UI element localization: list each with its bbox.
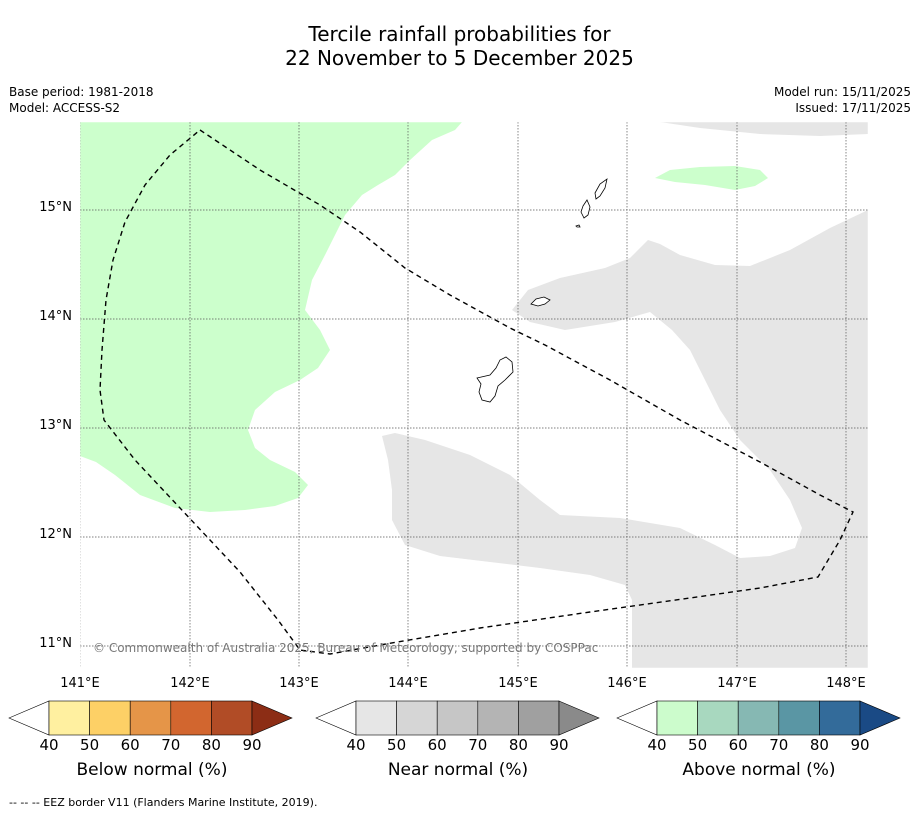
- colorbar-label-below: Below normal (%): [76, 760, 228, 780]
- base-period: Base period: 1981-2018: [9, 85, 154, 99]
- colorbar-extend-low: [315, 700, 357, 736]
- near-normal-region-main: [382, 210, 868, 668]
- lat-label-13n: 13°N: [39, 418, 72, 433]
- guam-island: [476, 356, 514, 403]
- colorbar-tick-label: 90: [549, 736, 569, 754]
- colorbar-segment: [170, 700, 212, 736]
- colorbar-extend-high: [859, 700, 901, 736]
- lat-label-11n: 11°N: [39, 636, 72, 651]
- colorbar-label-near: Near normal (%): [387, 760, 529, 780]
- model-name: Model: ACCESS-S2: [9, 101, 121, 115]
- lon-label-147e: 147°E: [717, 676, 757, 691]
- colorbar-segment: [518, 700, 560, 736]
- lat-label-14n: 14°N: [39, 309, 72, 324]
- colorbar-tick-label: 90: [850, 736, 870, 754]
- colorbar-tick-label: 50: [387, 736, 407, 754]
- colorbar-above-normal: [616, 700, 901, 736]
- lon-label-145e: 145°E: [498, 676, 538, 691]
- lon-label-142e: 142°E: [170, 676, 210, 691]
- colorbar-near-normal: [315, 700, 600, 736]
- colorbar-tick-label: 40: [647, 736, 667, 754]
- colorbar-tick-label: 40: [346, 736, 366, 754]
- lon-label-143e: 143°E: [279, 676, 319, 691]
- meta-left: Base period: 1981-2018 Model: ACCESS-S2: [9, 84, 154, 116]
- colorbar-tick-label: 50: [80, 736, 100, 754]
- colorbar-tick-label: 50: [688, 736, 708, 754]
- colorbar-below-normal: [8, 700, 293, 736]
- map-panel: [79, 121, 869, 669]
- colorbar-tick-label: 60: [427, 736, 447, 754]
- colorbar-extend-low: [616, 700, 658, 736]
- title-line-1: Tercile rainfall probabilities for: [308, 22, 611, 46]
- issued-date: Issued: 17/11/2025: [795, 101, 911, 115]
- chart-title: Tercile rainfall probabilities for 22 No…: [0, 22, 919, 70]
- colorbar-tick-label: 60: [728, 736, 748, 754]
- colorbar-segment: [477, 700, 519, 736]
- lon-label-144e: 144°E: [388, 676, 428, 691]
- colorbar-tick-label: 90: [242, 736, 262, 754]
- lon-label-148e: 148°E: [826, 676, 866, 691]
- colorbar-label-above: Above normal (%): [682, 760, 836, 780]
- copyright-text: © Commonwealth of Australia 2025, Bureau…: [93, 641, 599, 655]
- colorbar-extend-high: [251, 700, 293, 736]
- colorbar-tick-label: 80: [201, 736, 221, 754]
- colorbar-tick-label: 70: [468, 736, 488, 754]
- colorbar-segment: [737, 700, 780, 736]
- map-area: [80, 122, 868, 668]
- lon-label-146e: 146°E: [607, 676, 647, 691]
- colorbar-tick-label: 40: [39, 736, 59, 754]
- colorbar-segment: [697, 700, 739, 736]
- eez-footnote: -- -- -- EEZ border V11 (Flanders Marine…: [9, 796, 318, 809]
- colorbar-segment: [355, 700, 397, 736]
- colorbar-tick-label: 70: [769, 736, 789, 754]
- islands: [476, 178, 608, 403]
- colorbar-segment: [819, 700, 861, 736]
- lat-label-12n: 12°N: [39, 527, 72, 542]
- colorbar-segment: [436, 700, 479, 736]
- colorbars: [8, 700, 901, 736]
- eez-border: [99, 129, 854, 655]
- colorbar-tick-label: 70: [161, 736, 181, 754]
- rota-island: [530, 296, 551, 307]
- colorbar-extend-low: [8, 700, 50, 736]
- colorbar-segment: [656, 700, 698, 736]
- title-line-2: 22 November to 5 December 2025: [285, 46, 634, 70]
- meta-right: Model run: 15/11/2025 Issued: 17/11/2025: [774, 84, 911, 116]
- colorbar-tick-label: 80: [508, 736, 528, 754]
- graticule: [80, 122, 868, 668]
- map-frame: [79, 121, 869, 669]
- tinian-island: [580, 199, 591, 219]
- colorbar-extend-high: [558, 700, 600, 736]
- lon-label-141e: 141°E: [60, 676, 100, 691]
- above-normal-region-northeast: [655, 166, 768, 190]
- near-normal-region-north: [660, 122, 868, 136]
- colorbar-tick-label: 80: [809, 736, 829, 754]
- aguijan-islet: [575, 224, 581, 228]
- colorbar-segment: [48, 700, 90, 736]
- model-run: Model run: 15/11/2025: [773, 85, 911, 99]
- colorbar-tick-label: 60: [120, 736, 140, 754]
- colorbar-segment: [129, 700, 172, 736]
- colorbar-segment: [89, 700, 131, 736]
- lat-label-15n: 15°N: [39, 200, 72, 215]
- colorbar-segment: [396, 700, 438, 736]
- above-normal-region-west: [80, 122, 462, 512]
- colorbar-segment: [778, 700, 820, 736]
- colorbar-segment: [211, 700, 253, 736]
- saipan-island: [594, 178, 608, 200]
